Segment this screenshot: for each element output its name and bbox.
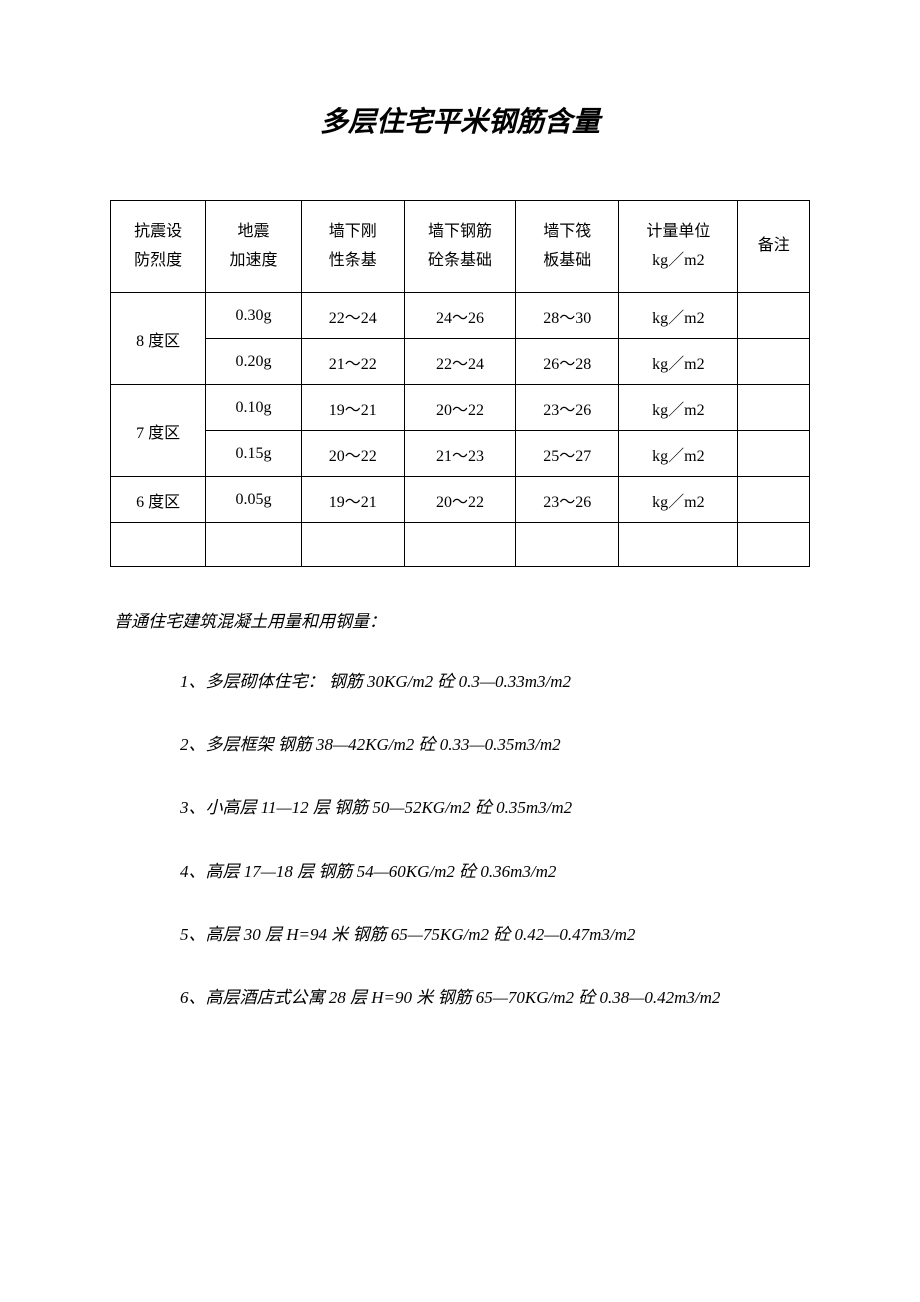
table-cell: [738, 385, 810, 431]
page-title: 多层住宅平米钢筋含量: [110, 100, 810, 140]
header-rigid-strip: 墙下刚 性条基: [301, 201, 404, 293]
table-empty-row: [111, 523, 810, 567]
list-item: 4、高层 17—18 层 钢筋 54—60KG/m2 砼 0.36m3/m2: [110, 858, 810, 885]
steel-content-table: 抗震设 防烈度 地震 加速度 墙下刚 性条基 墙下钢筋 砼条基础 墙下筏 板基础…: [110, 200, 810, 567]
table-cell: 20～22: [301, 431, 404, 477]
table-cell: 0.30g: [206, 293, 301, 339]
table-cell: 26～28: [516, 339, 619, 385]
zone-cell: 8 度区: [111, 293, 206, 385]
header-raft: 墙下筏 板基础: [516, 201, 619, 293]
table-cell: [738, 431, 810, 477]
table-cell: 22～24: [301, 293, 404, 339]
header-seismic-grade: 抗震设 防烈度: [111, 201, 206, 293]
table-cell: [206, 523, 301, 567]
header-acceleration: 地震 加速度: [206, 201, 301, 293]
table-cell: 20～22: [404, 477, 515, 523]
table-header-row: 抗震设 防烈度 地震 加速度 墙下刚 性条基 墙下钢筋 砼条基础 墙下筏 板基础…: [111, 201, 810, 293]
table-row: 7 度区 0.10g 19～21 20～22 23～26 kg／m2: [111, 385, 810, 431]
header-reinforced-strip: 墙下钢筋 砼条基础: [404, 201, 515, 293]
table-row: 0.20g 21～22 22～24 26～28 kg／m2: [111, 339, 810, 385]
list-item: 2、多层框架 钢筋 38—42KG/m2 砼 0.33—0.35m3/m2: [110, 731, 810, 758]
header-unit: 计量单位 kg／m2: [619, 201, 738, 293]
table-cell: [301, 523, 404, 567]
table-cell: kg／m2: [619, 339, 738, 385]
table-cell: 23～26: [516, 385, 619, 431]
table-row: 6 度区 0.05g 19～21 20～22 23～26 kg／m2: [111, 477, 810, 523]
table-cell: [404, 523, 515, 567]
table-cell: 22～24: [404, 339, 515, 385]
table-cell: 28～30: [516, 293, 619, 339]
table-cell: 21～22: [301, 339, 404, 385]
zone-cell: 6 度区: [111, 477, 206, 523]
list-item: 6、高层酒店式公寓 28 层 H=90 米 钢筋 65—70KG/m2 砼 0.…: [110, 984, 810, 1011]
table-cell: [738, 293, 810, 339]
table-cell: 23～26: [516, 477, 619, 523]
table-cell: [738, 477, 810, 523]
table-cell: 20～22: [404, 385, 515, 431]
section-heading: 普通住宅建筑混凝土用量和用钢量：: [110, 607, 810, 632]
table-cell: kg／m2: [619, 477, 738, 523]
table-cell: 19～21: [301, 477, 404, 523]
table-cell: [738, 523, 810, 567]
list-item: 1、多层砌体住宅： 钢筋 30KG/m2 砼 0.3—0.33m3/m2: [110, 668, 810, 695]
table-row: 8 度区 0.30g 22～24 24～26 28～30 kg／m2: [111, 293, 810, 339]
table-cell: [111, 523, 206, 567]
table-cell: [738, 339, 810, 385]
table-cell: 19～21: [301, 385, 404, 431]
table-cell: 21～23: [404, 431, 515, 477]
table-cell: 24～26: [404, 293, 515, 339]
zone-cell: 7 度区: [111, 385, 206, 477]
table-row: 0.15g 20～22 21～23 25～27 kg／m2: [111, 431, 810, 477]
list-item: 5、高层 30 层 H=94 米 钢筋 65—75KG/m2 砼 0.42—0.…: [110, 921, 810, 948]
table-cell: kg／m2: [619, 431, 738, 477]
list-item: 3、小高层 11—12 层 钢筋 50—52KG/m2 砼 0.35m3/m2: [110, 794, 810, 821]
header-remarks: 备注: [738, 201, 810, 293]
table-cell: kg／m2: [619, 385, 738, 431]
table-cell: [516, 523, 619, 567]
table-cell: [619, 523, 738, 567]
table-cell: 0.20g: [206, 339, 301, 385]
table-cell: 0.05g: [206, 477, 301, 523]
table-cell: 25～27: [516, 431, 619, 477]
table-cell: 0.10g: [206, 385, 301, 431]
table-cell: 0.15g: [206, 431, 301, 477]
table-cell: kg／m2: [619, 293, 738, 339]
